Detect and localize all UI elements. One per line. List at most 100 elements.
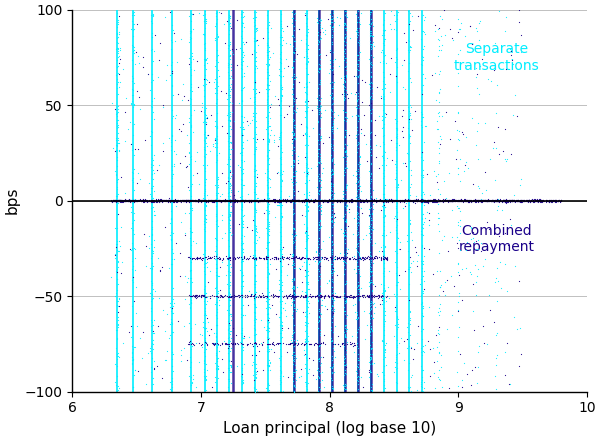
Point	[263, 340, 273, 347]
Point	[401, 197, 410, 204]
Point	[448, 198, 458, 205]
Point	[390, 58, 400, 65]
Point	[307, 292, 317, 299]
Point	[498, 196, 508, 203]
Point	[178, 197, 188, 204]
Point	[482, 197, 491, 204]
Point	[263, 231, 273, 238]
Point	[235, 99, 244, 106]
Point	[311, 197, 320, 204]
Point	[313, 277, 323, 284]
Point	[356, 197, 366, 204]
Point	[527, 198, 537, 205]
Point	[301, 340, 311, 347]
Point	[535, 196, 545, 203]
Point	[341, 71, 350, 78]
Point	[115, 197, 124, 204]
Point	[353, 325, 362, 332]
Point	[124, 195, 134, 202]
Point	[301, 378, 311, 385]
Point	[378, 94, 388, 101]
Point	[146, 278, 155, 285]
Point	[305, 197, 315, 204]
Point	[342, 197, 352, 204]
Point	[314, 257, 324, 264]
Point	[353, 285, 362, 292]
Point	[323, 292, 332, 299]
Point	[463, 197, 473, 204]
Point	[185, 304, 195, 312]
Point	[250, 376, 259, 383]
Point	[392, 216, 401, 223]
Point	[328, 255, 337, 262]
Point	[321, 197, 331, 204]
Point	[238, 49, 248, 56]
Point	[329, 197, 338, 204]
Point	[127, 343, 136, 350]
Point	[324, 197, 334, 204]
Point	[276, 198, 286, 205]
Point	[251, 221, 260, 228]
Point	[244, 254, 253, 261]
Point	[279, 197, 289, 204]
Point	[236, 198, 245, 205]
Point	[224, 307, 233, 314]
Point	[327, 255, 337, 262]
Point	[262, 197, 272, 204]
Point	[200, 264, 209, 271]
Point	[200, 86, 209, 93]
Point	[286, 197, 295, 204]
Point	[455, 197, 465, 204]
Point	[368, 197, 377, 204]
Point	[368, 259, 377, 266]
Point	[229, 253, 239, 260]
Point	[262, 334, 272, 341]
Point	[182, 197, 192, 204]
Point	[544, 198, 553, 205]
Point	[175, 273, 184, 280]
Point	[434, 70, 444, 77]
Point	[230, 198, 239, 205]
Point	[134, 197, 143, 204]
Point	[184, 198, 193, 205]
Point	[319, 197, 329, 204]
Point	[379, 254, 388, 261]
Point	[275, 193, 284, 200]
Point	[364, 223, 374, 230]
Point	[533, 198, 543, 205]
Point	[305, 198, 314, 205]
Point	[302, 311, 312, 318]
Point	[501, 14, 511, 21]
Point	[167, 83, 177, 90]
Point	[406, 166, 416, 173]
Point	[340, 117, 349, 124]
Point	[401, 197, 410, 204]
Point	[444, 197, 454, 204]
Point	[316, 177, 326, 184]
Point	[368, 200, 377, 207]
Point	[433, 357, 442, 364]
Point	[353, 113, 362, 120]
Point	[290, 46, 300, 53]
Point	[389, 197, 398, 204]
Point	[228, 197, 238, 204]
Point	[121, 196, 131, 203]
Point	[161, 197, 171, 204]
Point	[262, 125, 271, 132]
Point	[242, 254, 252, 261]
Point	[384, 197, 394, 204]
Point	[313, 325, 323, 332]
Point	[355, 197, 365, 204]
Point	[213, 196, 223, 203]
Point	[372, 197, 382, 204]
Point	[237, 255, 247, 262]
Point	[276, 167, 286, 174]
Point	[403, 124, 413, 131]
Point	[528, 196, 538, 203]
Point	[278, 37, 287, 44]
Point	[116, 197, 126, 204]
Point	[392, 344, 401, 351]
Point	[250, 293, 259, 300]
Point	[395, 197, 405, 204]
Point	[433, 198, 443, 205]
